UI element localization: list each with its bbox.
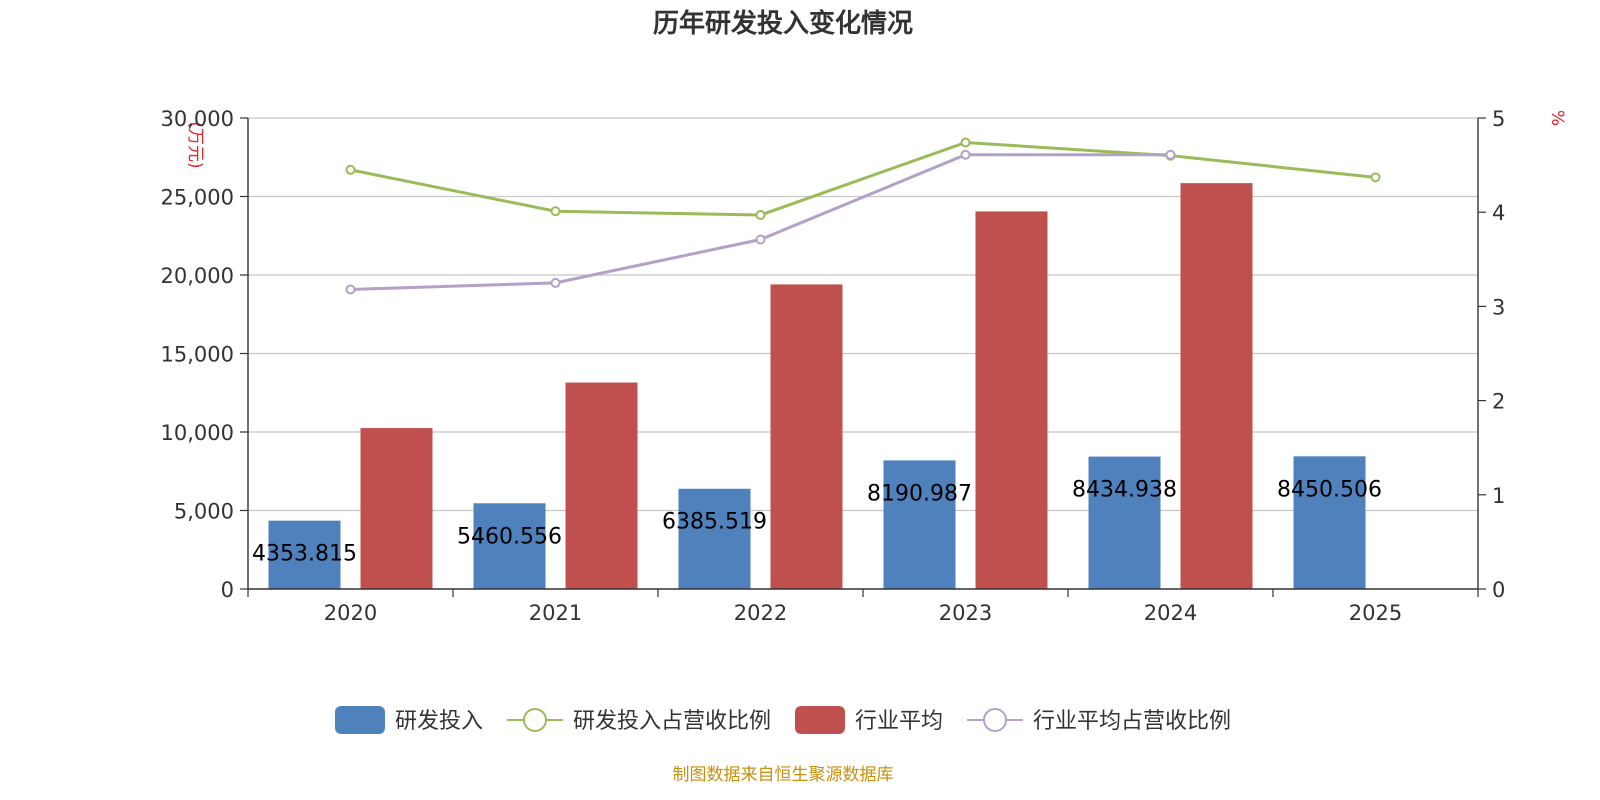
- right-tick-label: 3: [1492, 295, 1505, 319]
- line-point: [1165, 149, 1176, 160]
- bar-data-label: 4353.815: [252, 542, 357, 567]
- legend-marker: [983, 708, 1007, 732]
- lines: [345, 137, 1381, 295]
- right-tick-label: 2: [1492, 390, 1505, 414]
- left-axis-unit: (万元): [185, 121, 205, 168]
- x-tick-label: 2021: [529, 601, 582, 625]
- left-tick-label: 5,000: [174, 500, 234, 524]
- legend-label: 研发投入: [395, 709, 483, 734]
- right-tick-label: 0: [1492, 578, 1505, 602]
- bar-data-label: 8434.938: [1072, 478, 1177, 503]
- left-tick-label: 30,000: [161, 107, 234, 131]
- bar: [473, 503, 546, 589]
- x-tick-label: 2025: [1349, 601, 1402, 625]
- bar-data-label: 5460.556: [457, 524, 562, 549]
- bar-data-label: 8450.506: [1277, 477, 1382, 502]
- line-point: [960, 149, 971, 160]
- right-tick-label: 1: [1492, 484, 1505, 508]
- x-tick-label: 2020: [324, 601, 377, 625]
- legend: 研发投入 研发投入占营收比例 行业平均 行业平均占营收比例: [335, 706, 1231, 734]
- x-tick-label: 2022: [734, 601, 787, 625]
- line-point: [1370, 172, 1381, 183]
- right-axis-unit: %: [1547, 110, 1567, 126]
- line-point: [755, 234, 766, 245]
- axes: 0 5,000 10,000 15,000 20,000 25,000 30,000 0 1 2 3…: [161, 107, 1506, 625]
- line-point: [345, 164, 356, 175]
- left-tick-label: 0: [221, 578, 234, 602]
- line-point: [550, 277, 561, 288]
- source-note: 制图数据来自恒生聚源数据库: [673, 765, 894, 785]
- right-tick-label: 5: [1492, 107, 1505, 131]
- left-tick-label: 25,000: [161, 186, 234, 210]
- bar: [360, 428, 433, 589]
- bar: [1088, 456, 1161, 589]
- right-tick-label: 4: [1492, 201, 1505, 225]
- x-tick-label: 2024: [1144, 601, 1197, 625]
- bars: [268, 183, 1366, 590]
- line-point: [345, 284, 356, 295]
- bar: [268, 520, 341, 589]
- bar: [1180, 183, 1253, 589]
- legend-swatch: [795, 706, 845, 734]
- line-point: [960, 137, 971, 148]
- x-tick-label: 2023: [939, 601, 992, 625]
- legend-label: 行业平均占营收比例: [1033, 709, 1231, 734]
- legend-label: 行业平均: [855, 709, 943, 734]
- legend-label: 研发投入占营收比例: [573, 709, 771, 734]
- data-labels: 4353.815 5460.556 6385.519 8190.987 8434.938…: [252, 477, 1382, 566]
- bar: [883, 460, 956, 589]
- line-point: [550, 206, 561, 217]
- bar-data-label: 8190.987: [867, 481, 972, 506]
- legend-swatch: [335, 706, 385, 734]
- line-point: [755, 210, 766, 221]
- bar: [678, 488, 751, 589]
- chart-title: 历年研发投入变化情况: [653, 8, 913, 39]
- legend-marker: [523, 708, 547, 732]
- left-tick-label: 20,000: [161, 264, 234, 288]
- bar: [975, 211, 1048, 590]
- bar: [565, 382, 638, 589]
- series-line: [350, 140, 1376, 217]
- bar-data-label: 6385.519: [662, 510, 767, 535]
- bar: [770, 284, 843, 589]
- bar: [1293, 456, 1366, 589]
- left-tick-label: 10,000: [161, 421, 234, 445]
- left-tick-label: 15,000: [161, 343, 234, 367]
